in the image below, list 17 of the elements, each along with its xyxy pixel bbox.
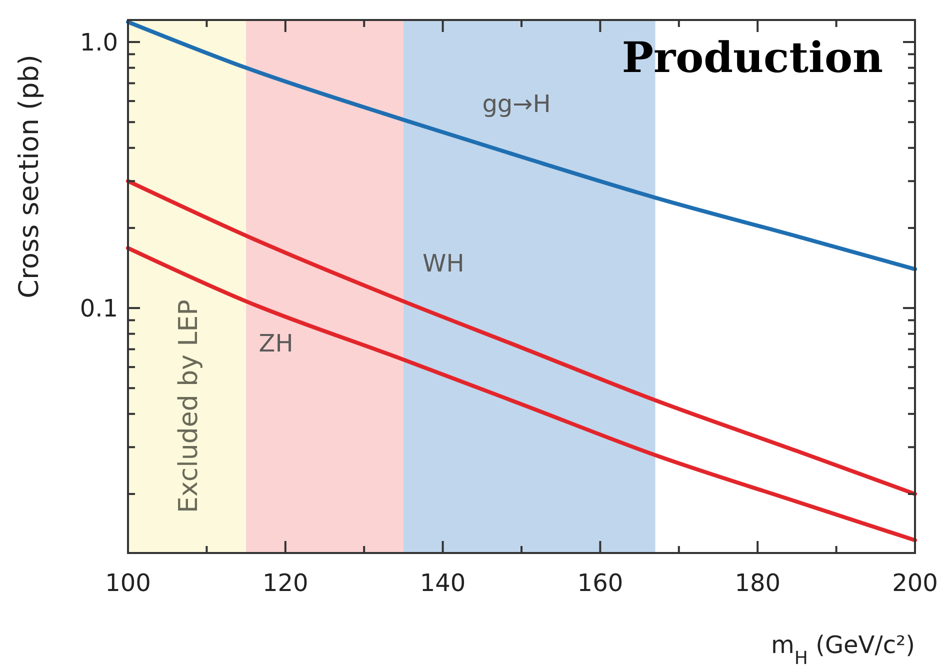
line-series: [126, 246, 917, 542]
series-label: WH: [422, 249, 464, 278]
series-label: gg→H: [482, 90, 551, 118]
x-axis-title: m$_{H}$ (GeV/c²): [771, 631, 915, 668]
x-tick-label: 120: [262, 569, 308, 597]
series-label: ZH: [258, 329, 294, 358]
y-tick-label: 0.1: [80, 294, 118, 322]
band-label: Excluded by LEP: [174, 300, 204, 513]
line-series: [126, 20, 917, 272]
x-tick-label: 160: [577, 569, 624, 597]
chart-title: Production: [622, 33, 883, 82]
x-tick-label: 180: [734, 569, 781, 597]
x-tick-label: 140: [420, 569, 466, 597]
x-tick-label: 200: [892, 569, 937, 597]
y-tick-label: 1.0: [80, 28, 118, 56]
y-axis-title: Cross section (pb): [14, 54, 45, 298]
x-tick-label: 100: [105, 569, 151, 597]
